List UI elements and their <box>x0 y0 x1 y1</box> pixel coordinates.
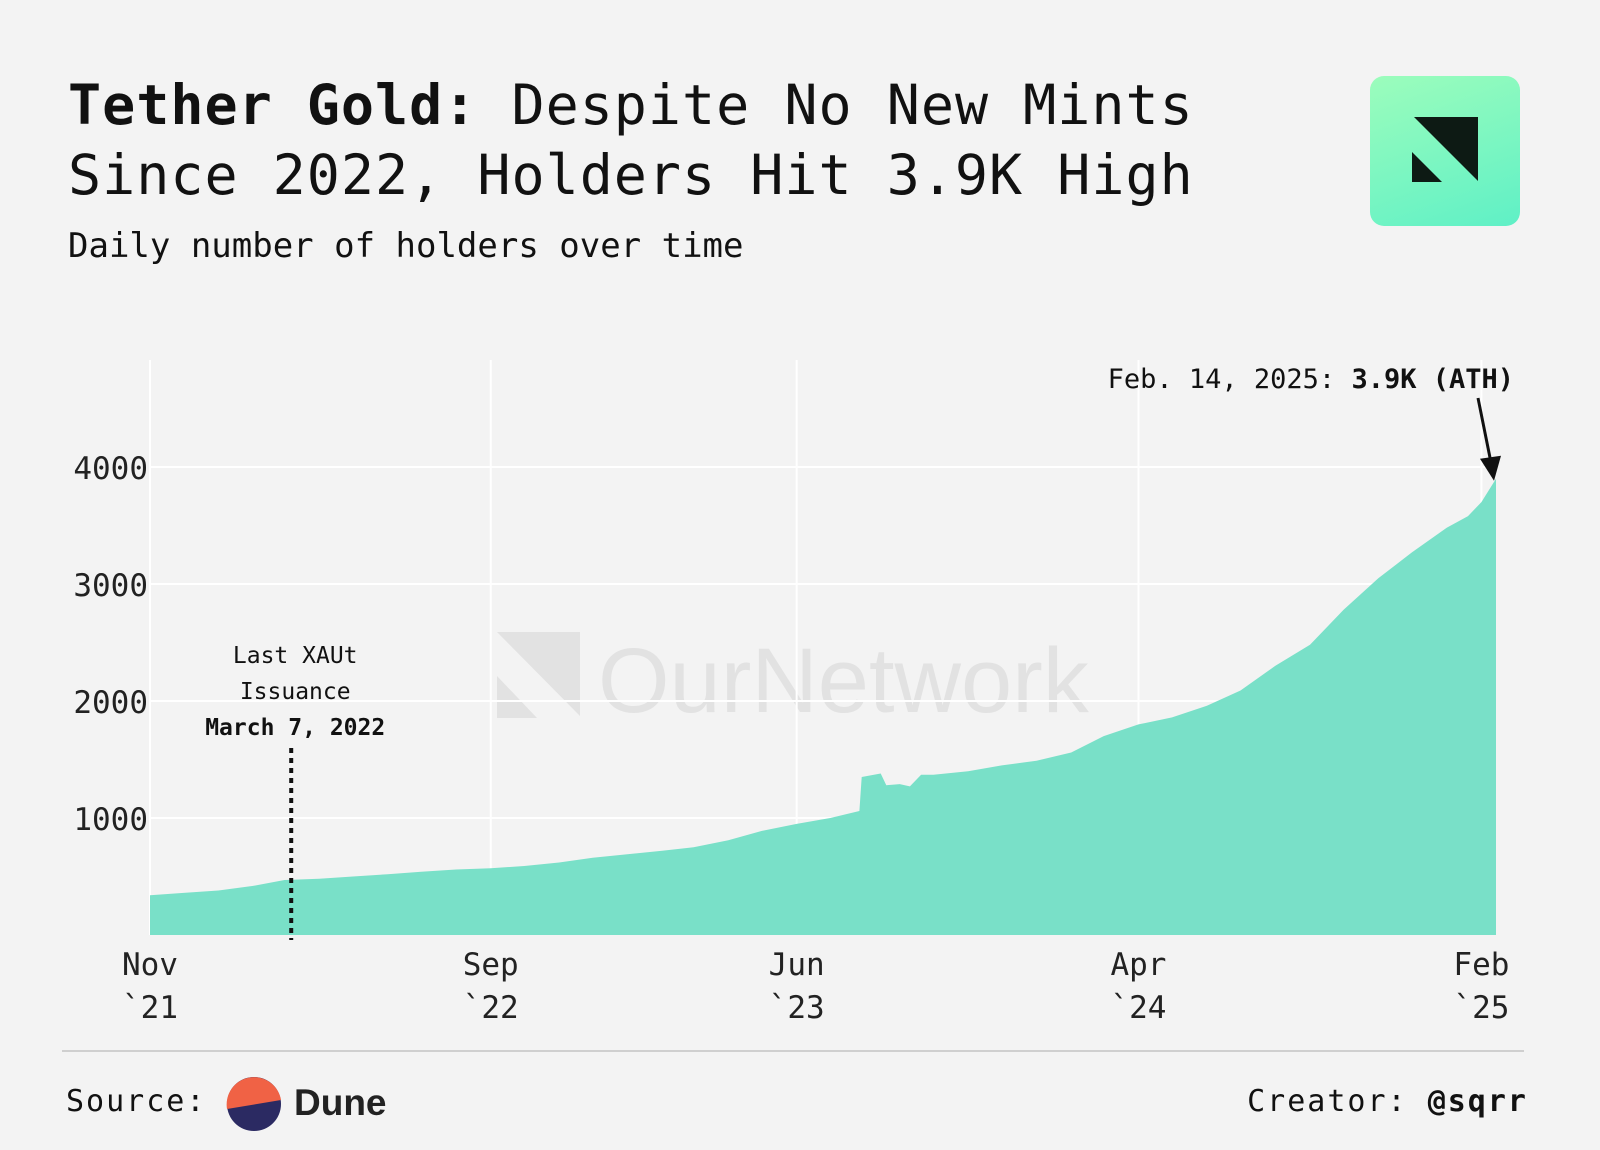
x-tick-month: Nov <box>122 947 178 983</box>
issuance-date-label: March 7, 2022 <box>205 715 385 741</box>
creator-handle: @sqrr <box>1427 1084 1528 1119</box>
title-bold: Tether Gold: <box>68 73 478 137</box>
watermark: OurNetwork <box>497 630 1090 732</box>
creator: Creator: @sqrr <box>1247 1084 1528 1119</box>
annotations: Last XAUt Issuance March 7, 2022 Feb. 14, 2… <box>205 364 1514 940</box>
x-tick-year: `24 <box>1110 990 1166 1026</box>
y-tick-label: 2000 <box>73 685 148 721</box>
holders-area <box>150 478 1496 935</box>
ath-label-date: Feb. 14, 2025: <box>1108 364 1352 395</box>
chart-title: Tether Gold: Despite No New Mints Since 2… <box>68 70 1194 210</box>
chart-subtitle: Daily number of holders over time <box>68 226 744 266</box>
y-tick-label: 1000 <box>73 802 148 838</box>
title-line2: Since 2022, Holders Hit 3.9K High <box>68 143 1194 207</box>
source-label: Source: <box>66 1084 207 1119</box>
title-rest: Despite No New Mints <box>477 73 1194 137</box>
watermark-icon-corner <box>497 676 537 718</box>
ath-label: Feb. 14, 2025: 3.9K (ATH) <box>1108 364 1514 395</box>
watermark-icon <box>497 632 580 716</box>
dune-logo-icon <box>226 1077 281 1131</box>
ournetwork-logo-icon <box>1412 117 1478 182</box>
y-tick-label: 4000 <box>73 451 148 487</box>
plot <box>150 478 1496 935</box>
ath-label-value: 3.9K (ATH) <box>1351 364 1514 395</box>
source-name: Dune <box>294 1082 387 1123</box>
chart-area: OurNetwork 1000 2000 3000 4000 Nov `21 Sep `22 J… <box>73 360 1514 1026</box>
issuance-label-line1: Last XAUt <box>233 643 358 669</box>
x-tick-month: Apr <box>1110 947 1166 983</box>
axes: 1000 2000 3000 4000 Nov `21 Sep `22 Jun `23 Apr `24… <box>73 451 1509 1026</box>
x-tick-year: `21 <box>122 990 178 1026</box>
x-tick-year: `25 <box>1453 990 1509 1026</box>
x-tick-year: `22 <box>463 990 519 1026</box>
x-tick-year: `23 <box>769 990 825 1026</box>
footer-divider <box>62 1050 1524 1052</box>
y-tick-label: 3000 <box>73 568 148 604</box>
ath-arrow-line <box>1476 397 1493 463</box>
watermark-text: OurNetwork <box>598 630 1090 732</box>
creator-label: Creator: <box>1247 1084 1408 1119</box>
ournetwork-logo <box>1370 76 1520 226</box>
x-tick-month: Sep <box>463 947 519 983</box>
ath-arrow-head <box>1480 455 1501 481</box>
x-tick-month: Feb <box>1453 947 1509 983</box>
issuance-label-line2: Issuance <box>240 679 351 705</box>
grid <box>149 360 1496 935</box>
x-tick-month: Jun <box>769 947 825 983</box>
